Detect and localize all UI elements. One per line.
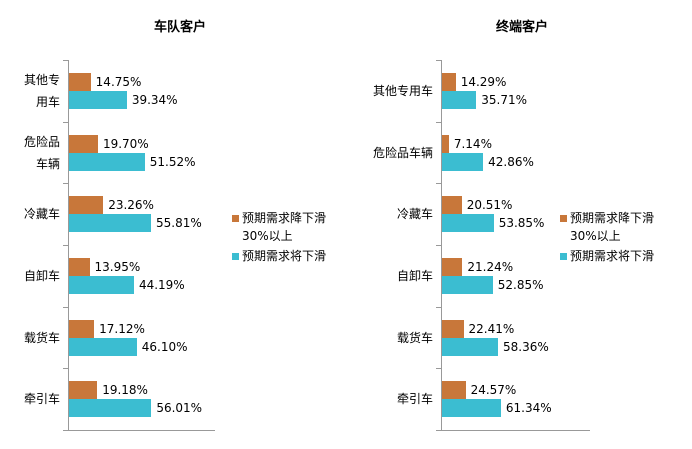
category-label: 载货车 — [396, 330, 433, 345]
tick — [63, 430, 68, 431]
category-label: 自卸车 — [23, 268, 60, 283]
value-label: 7.14% — [453, 136, 492, 151]
bar — [442, 319, 464, 338]
tick — [63, 121, 68, 123]
category-label: 牵引车 — [23, 392, 60, 407]
value-label: 19.18% — [102, 383, 148, 398]
axis-line — [68, 60, 69, 430]
category-label: 危险品车辆 — [23, 134, 60, 171]
tick — [436, 306, 441, 308]
value-label: 52.85% — [497, 277, 544, 292]
bar — [442, 399, 501, 418]
axis-line — [441, 430, 590, 431]
value-label: 53.85% — [498, 216, 545, 231]
bar — [69, 72, 91, 91]
bar — [442, 381, 466, 400]
value-label: 19.70% — [102, 136, 149, 151]
category-label: 冷藏车 — [396, 207, 433, 222]
legend-swatch — [232, 253, 239, 260]
bar — [69, 319, 95, 338]
value-label: 17.12% — [99, 321, 145, 336]
bar — [69, 399, 152, 418]
value-label: 14.29% — [460, 74, 507, 89]
legend-swatch — [560, 215, 567, 222]
tick — [63, 368, 68, 370]
bar — [442, 214, 494, 233]
value-label: 20.51% — [466, 198, 513, 213]
legend-swatch — [232, 215, 239, 222]
value-label: 39.34% — [131, 92, 178, 107]
category-label: 自卸车 — [396, 268, 433, 283]
value-label: 51.52% — [149, 154, 196, 169]
value-label: 55.81% — [156, 216, 202, 231]
value-label: 21.24% — [467, 259, 514, 274]
category-label: 危险品车辆 — [372, 145, 433, 160]
category-label: 冷藏车 — [23, 207, 60, 222]
bar — [69, 134, 98, 153]
legend-label: 预期需求降下滑30%以上 — [570, 211, 655, 243]
value-label: 23.26% — [108, 198, 154, 213]
category-label: 其他专用车 — [372, 83, 433, 98]
bar — [69, 196, 104, 215]
bar — [69, 257, 90, 276]
value-label: 35.71% — [481, 92, 528, 107]
bar — [442, 257, 463, 276]
category-label: 其他专用车 — [23, 72, 60, 109]
tick — [436, 121, 441, 123]
value-label: 13.95% — [94, 259, 141, 274]
tick — [436, 245, 441, 246]
value-label: 22.41% — [468, 321, 515, 336]
value-label: 56.01% — [156, 401, 203, 416]
bar — [442, 337, 499, 356]
value-label: 42.86% — [488, 154, 534, 169]
bar — [69, 275, 134, 294]
bar — [69, 381, 98, 400]
bar — [442, 134, 449, 153]
legend-label: 预期需求降下滑30%以上 — [242, 211, 327, 243]
bar — [69, 214, 152, 233]
tick — [63, 60, 68, 61]
tick — [436, 183, 441, 185]
tick — [63, 183, 68, 185]
bar — [69, 90, 127, 109]
legend-label: 预期需求将下滑 — [242, 249, 327, 263]
legend-label: 预期需求将下滑 — [570, 249, 655, 263]
value-label: 44.19% — [138, 277, 185, 292]
tick — [436, 368, 441, 370]
axis-line — [68, 430, 215, 431]
tick — [63, 245, 68, 246]
bar — [442, 90, 477, 109]
bar — [442, 152, 484, 171]
bar — [69, 152, 145, 171]
bar — [442, 196, 462, 215]
chart-title: 终端客户 — [495, 20, 549, 35]
tick — [436, 430, 441, 431]
value-label: 58.36% — [503, 339, 549, 354]
legend-swatch — [560, 253, 567, 260]
bar — [442, 72, 456, 91]
bar — [69, 337, 137, 356]
category-label: 牵引车 — [396, 392, 433, 407]
tick — [63, 306, 68, 308]
value-label: 61.34% — [505, 401, 552, 416]
category-label: 载货车 — [23, 330, 60, 345]
value-label: 14.75% — [95, 74, 142, 89]
axis-line — [441, 60, 442, 430]
bar — [442, 275, 493, 294]
value-label: 24.57% — [470, 383, 517, 398]
tick — [436, 60, 441, 61]
value-label: 46.10% — [141, 339, 188, 354]
chart-title: 车队客户 — [153, 20, 207, 35]
